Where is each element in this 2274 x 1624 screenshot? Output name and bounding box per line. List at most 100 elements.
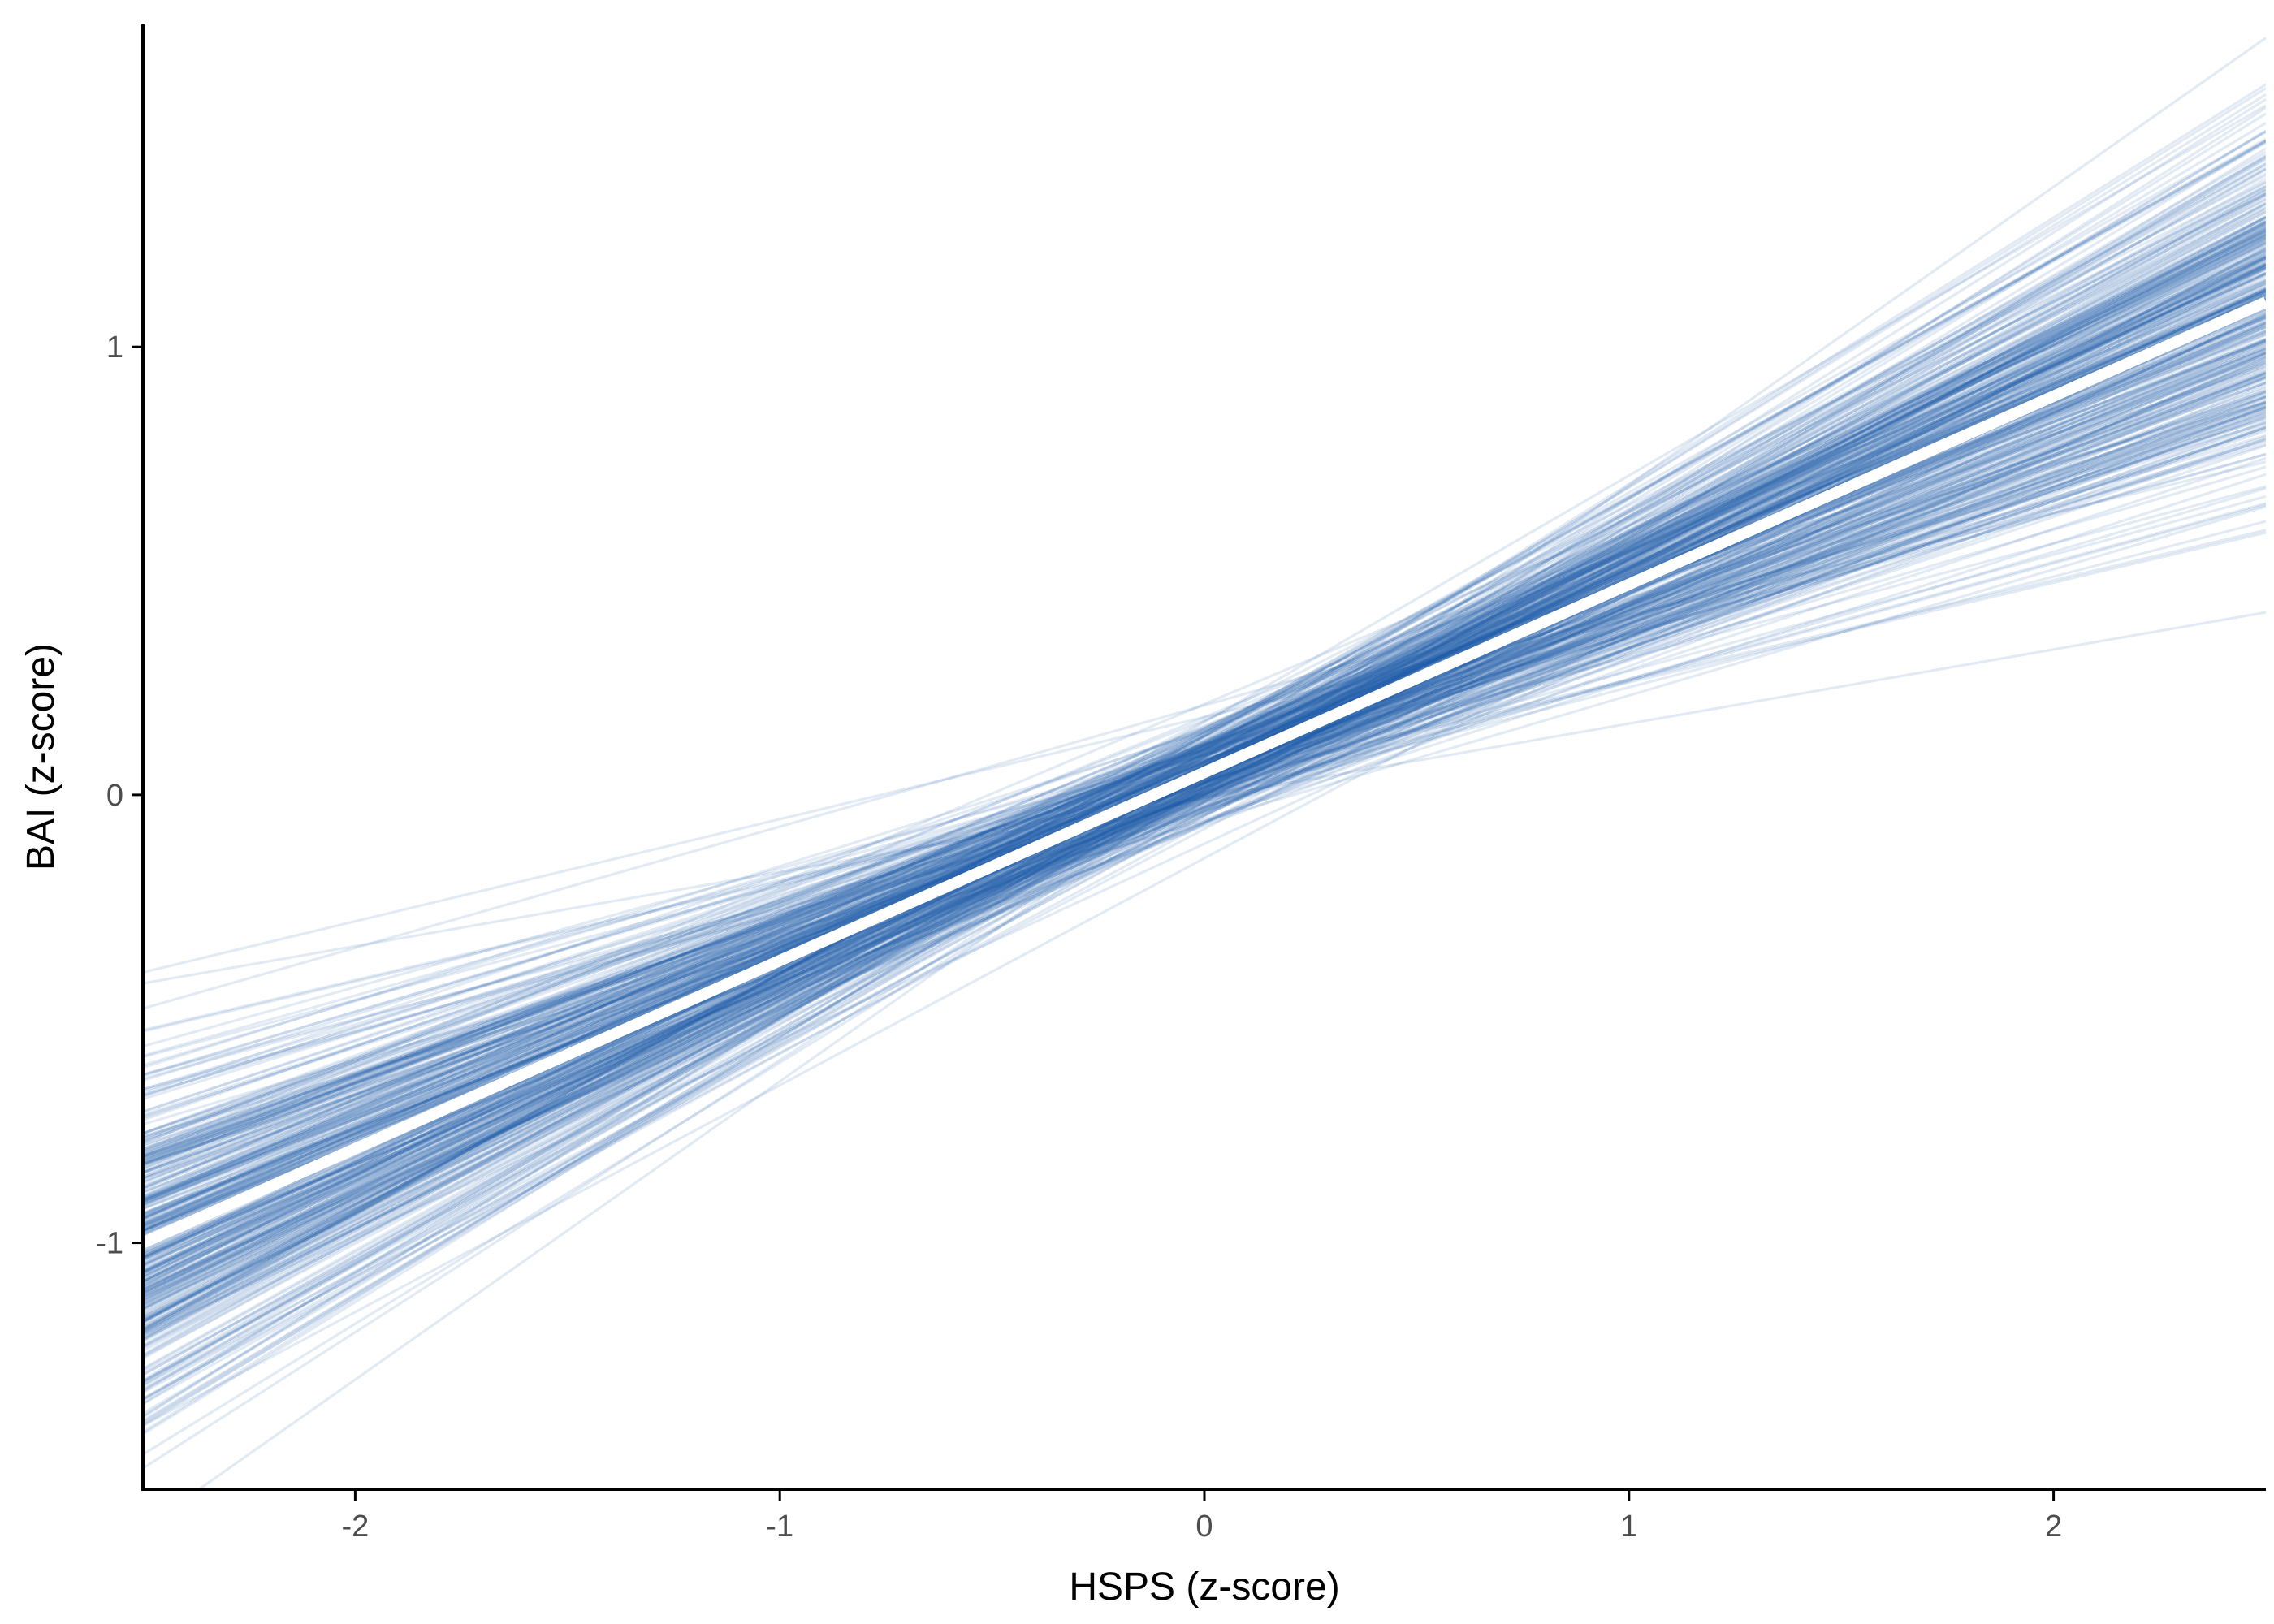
posterior-draw-line bbox=[143, 341, 2266, 1224]
posterior-draw-line bbox=[143, 339, 2266, 1220]
posterior-draw-line bbox=[143, 372, 2266, 1203]
posterior-draw-line bbox=[143, 409, 2266, 1205]
posterior-draw-line bbox=[143, 291, 2266, 1205]
posterior-draw-lines bbox=[143, 37, 2266, 1488]
posterior-draw-line bbox=[143, 255, 2266, 1333]
posterior-draw-line bbox=[143, 235, 2266, 1220]
posterior-draw-line bbox=[143, 192, 2266, 1275]
posterior-draw-line bbox=[143, 303, 2266, 1189]
y-tick-label: -1 bbox=[96, 1227, 123, 1261]
posterior-draw-line bbox=[143, 425, 2266, 1227]
posterior-draw-line bbox=[143, 255, 2266, 1153]
posterior-draw-line bbox=[143, 370, 2266, 1215]
posterior-draw-line bbox=[143, 359, 2266, 1289]
posterior-draw-line bbox=[143, 278, 2266, 1156]
posterior-draw-line bbox=[143, 465, 2266, 1096]
posterior-draw-line bbox=[143, 272, 2266, 1302]
posterior-draw-line bbox=[143, 216, 2266, 1276]
posterior-draw-line bbox=[143, 395, 2266, 1201]
posterior-draw-line bbox=[143, 289, 2266, 1233]
posterior-draw-line bbox=[143, 192, 2266, 1280]
posterior-draw-line bbox=[143, 87, 2266, 1419]
posterior-draw-line bbox=[143, 400, 2266, 1010]
posterior-draw-line bbox=[143, 234, 2266, 1229]
posterior-draw-line bbox=[143, 406, 2266, 1160]
posterior-draw-line bbox=[143, 227, 2266, 1332]
posterior-draw-line bbox=[143, 219, 2266, 1384]
posterior-draw-line bbox=[143, 611, 2266, 985]
posterior-draw-line bbox=[143, 302, 2266, 1274]
posterior-draw-line bbox=[143, 395, 2266, 1251]
posterior-draw-line bbox=[143, 352, 2266, 1256]
posterior-draw-line bbox=[143, 411, 2266, 1234]
posterior-draw-line bbox=[143, 382, 2266, 1261]
posterior-draw-line bbox=[143, 339, 2266, 1156]
posterior-draw-line bbox=[143, 321, 2266, 1190]
posterior-draw-line bbox=[143, 400, 2266, 1167]
x-tick-label: 0 bbox=[1195, 1510, 1213, 1544]
posterior-draw-line bbox=[143, 434, 2266, 1078]
posterior-draw-line bbox=[143, 520, 2266, 1076]
posterior-draw-line bbox=[143, 263, 2266, 1199]
x-tick-label: -1 bbox=[766, 1510, 793, 1544]
posterior-draw-line bbox=[143, 495, 2266, 1080]
posterior-draw-line bbox=[143, 401, 2266, 1186]
posterior-draw-line bbox=[143, 338, 2266, 1167]
y-tick-label: 0 bbox=[106, 779, 123, 813]
posterior-draw-line bbox=[143, 346, 2266, 1270]
posterior-draw-line bbox=[143, 456, 2266, 1165]
posterior-draw-line bbox=[143, 443, 2266, 1077]
posterior-draw-line bbox=[143, 400, 2266, 1098]
posterior-draw-line bbox=[143, 505, 2266, 1138]
posterior-draw-line bbox=[143, 330, 2266, 1259]
posterior-draw-line bbox=[143, 430, 2266, 1135]
posterior-draw-line bbox=[143, 230, 2266, 1279]
posterior-draw-line bbox=[143, 253, 2266, 1330]
posterior-draw-line bbox=[143, 174, 2266, 1289]
posterior-draw-line bbox=[143, 414, 2266, 1160]
posterior-draw-line bbox=[143, 240, 2266, 1275]
posterior-draw-line bbox=[143, 271, 2266, 1202]
posterior-draw-line bbox=[143, 407, 2266, 1113]
posterior-draw-line bbox=[143, 460, 2266, 974]
posterior-draw-line bbox=[143, 130, 2266, 1402]
posterior-draw-line bbox=[143, 280, 2266, 1207]
posterior-draw-line bbox=[143, 243, 2266, 1324]
posterior-draw-line bbox=[143, 529, 2266, 1032]
posterior-draw-line bbox=[143, 215, 2266, 1348]
x-axis-title: HSPS (z-score) bbox=[1069, 1566, 1339, 1609]
posterior-draw-line bbox=[143, 362, 2266, 1158]
posterior-draw-line bbox=[143, 323, 2266, 1201]
x-tick-label: 2 bbox=[2045, 1510, 2062, 1544]
posterior-draw-line bbox=[143, 421, 2266, 1067]
posterior-draw-line bbox=[143, 290, 2266, 1224]
posterior-draw-line bbox=[143, 267, 2266, 1291]
posterior-draw-line bbox=[143, 140, 2266, 1423]
posterior-draw-line bbox=[143, 389, 2266, 1174]
posterior-draw-line bbox=[143, 298, 2266, 1194]
posterior-draw-line bbox=[143, 286, 2266, 1274]
mean-regression-line bbox=[143, 296, 2266, 1248]
posterior-draw-line bbox=[143, 356, 2266, 1287]
posterior-draw-line bbox=[143, 162, 2266, 1322]
posterior-draw-line bbox=[143, 257, 2266, 1233]
posterior-draw-line bbox=[143, 438, 2266, 1091]
posterior-draw-line bbox=[143, 531, 2266, 1033]
posterior-draw-line bbox=[143, 425, 2266, 1162]
posterior-draw-line bbox=[143, 260, 2266, 1236]
posterior-draw-line bbox=[143, 106, 2266, 1470]
posterior-draw-line bbox=[143, 227, 2266, 1303]
posterior-draw-line bbox=[143, 263, 2266, 1222]
posterior-draw-line bbox=[143, 348, 2266, 1158]
posterior-draw-line bbox=[143, 230, 2266, 1228]
posterior-draw-line bbox=[143, 275, 2266, 1307]
posterior-draw-line bbox=[143, 412, 2266, 1147]
posterior-draw-line bbox=[143, 260, 2266, 1338]
posterior-draw-line bbox=[143, 322, 2266, 1267]
posterior-draw-line bbox=[143, 287, 2266, 1235]
posterior-draw-line bbox=[143, 267, 2266, 1231]
posterior-draw-line bbox=[143, 248, 2266, 1216]
posterior-draw-line bbox=[143, 354, 2266, 1210]
posterior-draw-line bbox=[143, 356, 2266, 1289]
